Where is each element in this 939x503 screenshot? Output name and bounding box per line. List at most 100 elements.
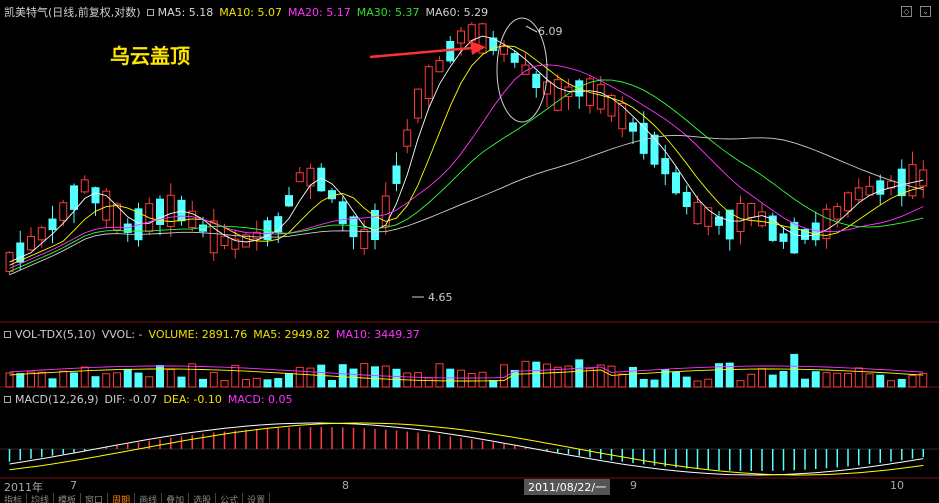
tab-item[interactable]: 窗口 [81, 493, 109, 503]
volume-bar [220, 380, 229, 388]
volume-bar [435, 363, 444, 388]
indicator-square-icon [146, 8, 154, 16]
volume-bar [295, 366, 304, 388]
candle-body [435, 60, 444, 73]
axis-year-label: 2011年 [4, 481, 43, 494]
volume-bar [758, 368, 766, 388]
volume-ma5-line [9, 368, 924, 382]
moving-averages-group [9, 35, 924, 276]
volume-bar [704, 378, 713, 388]
volume-bar [199, 378, 207, 388]
candle-body [704, 207, 713, 227]
volume-bar [252, 377, 261, 388]
dif-value: DIF: -0.07 [104, 392, 158, 406]
tab-item[interactable]: 选股 [189, 493, 217, 503]
candle-body [844, 192, 852, 212]
ma-line [9, 79, 924, 273]
candle-body [295, 172, 304, 183]
volume-bar [715, 363, 723, 388]
diamond-icon[interactable]: ◇ [901, 6, 912, 17]
axis-month-7: 7 [70, 479, 77, 492]
volume-bar [586, 368, 594, 388]
volume-bar [209, 372, 218, 388]
candle-body [48, 218, 57, 231]
candle-body [349, 216, 358, 238]
volume-bar [854, 367, 863, 388]
volume-bar [908, 375, 917, 388]
volume-bar [768, 374, 777, 388]
volume-bar [242, 379, 250, 388]
volume-bar [123, 368, 132, 388]
candle-body [876, 180, 885, 195]
tab-item[interactable]: 设置 [243, 493, 271, 503]
vvol-value: VVOL: - [101, 327, 143, 341]
bottom-tabs: 指标 均线 模板 窗口 周期 画线 叠加 选股 公式 设置 [0, 493, 939, 503]
candle-body [102, 190, 111, 221]
macd-header: MACD(12,26,9) DIF: -0.07 DEA: -0.10 MACD… [0, 389, 299, 409]
volume-bar [27, 371, 35, 388]
volume-bar [338, 364, 347, 388]
candle-body [682, 191, 691, 208]
candle-body [70, 185, 78, 210]
volume-bar [639, 378, 648, 388]
candle-body [629, 122, 637, 132]
dea-value: DEA: -0.10 [163, 392, 222, 406]
candle-body [779, 233, 788, 242]
tab-item[interactable]: 叠加 [162, 493, 190, 503]
candle-body [543, 81, 551, 95]
corner-controls: ◇ ⌄ [901, 6, 931, 17]
tab-item[interactable]: 模板 [54, 493, 82, 503]
candle-body [650, 134, 659, 165]
candle-body [252, 231, 261, 240]
volume-bar [736, 380, 745, 388]
ma10-value: MA10: 5.07 [219, 5, 283, 19]
chevron-down-icon[interactable]: ⌄ [920, 6, 931, 17]
volume-bar [543, 363, 551, 388]
volume-bar [801, 378, 809, 388]
dea-line [9, 422, 924, 476]
ma60-value: MA60: 5.29 [425, 5, 489, 19]
volume-bar [489, 380, 498, 388]
volume-bar [91, 376, 100, 388]
volume-bar [16, 373, 25, 388]
ma-line [9, 64, 924, 269]
ma5-value: MA5: 5.18 [157, 5, 214, 19]
tab-item[interactable]: 均线 [27, 493, 55, 503]
volume-bar [779, 370, 788, 388]
candle-body [424, 66, 433, 100]
volume-bar [48, 378, 57, 388]
volume-bar [822, 372, 831, 388]
volume-value: VOLUME: 2891.76 [148, 327, 248, 341]
tab-item[interactable]: 画线 [135, 493, 163, 503]
ma-line [9, 35, 924, 263]
candle-body [736, 202, 745, 233]
volume-bar [177, 376, 186, 388]
tab-item[interactable]: 周期 [108, 493, 136, 503]
volume-bar [650, 379, 659, 388]
volume-bar [725, 362, 734, 388]
volume-bar [113, 372, 121, 388]
volume-bar [897, 378, 906, 388]
volume-bar [59, 370, 68, 388]
volume-ma5-value: MA5: 2949.82 [253, 327, 330, 341]
ma30-value: MA30: 5.37 [356, 5, 420, 19]
volume-bar [467, 372, 476, 388]
candle-body [747, 202, 756, 218]
volume-bar [285, 373, 293, 388]
volume-bar [811, 371, 820, 388]
tab-item[interactable]: 指标 [0, 493, 28, 503]
candle-body [672, 172, 680, 194]
annotation-ellipse [496, 17, 548, 123]
candle-body [500, 46, 508, 55]
high-marker-line [525, 25, 538, 33]
volume-bar [876, 374, 885, 388]
candle-body [285, 195, 293, 207]
volume-ma-group [9, 365, 924, 382]
ma-line [9, 134, 924, 276]
volume-bar [478, 371, 487, 388]
date-axis: 2011年 7 8 2011/08/22/一 9 10 [0, 479, 939, 495]
volume-bar [306, 367, 315, 388]
volume-bars-group [5, 353, 928, 388]
tab-item[interactable]: 公式 [216, 493, 244, 503]
volume-bar [919, 373, 928, 388]
